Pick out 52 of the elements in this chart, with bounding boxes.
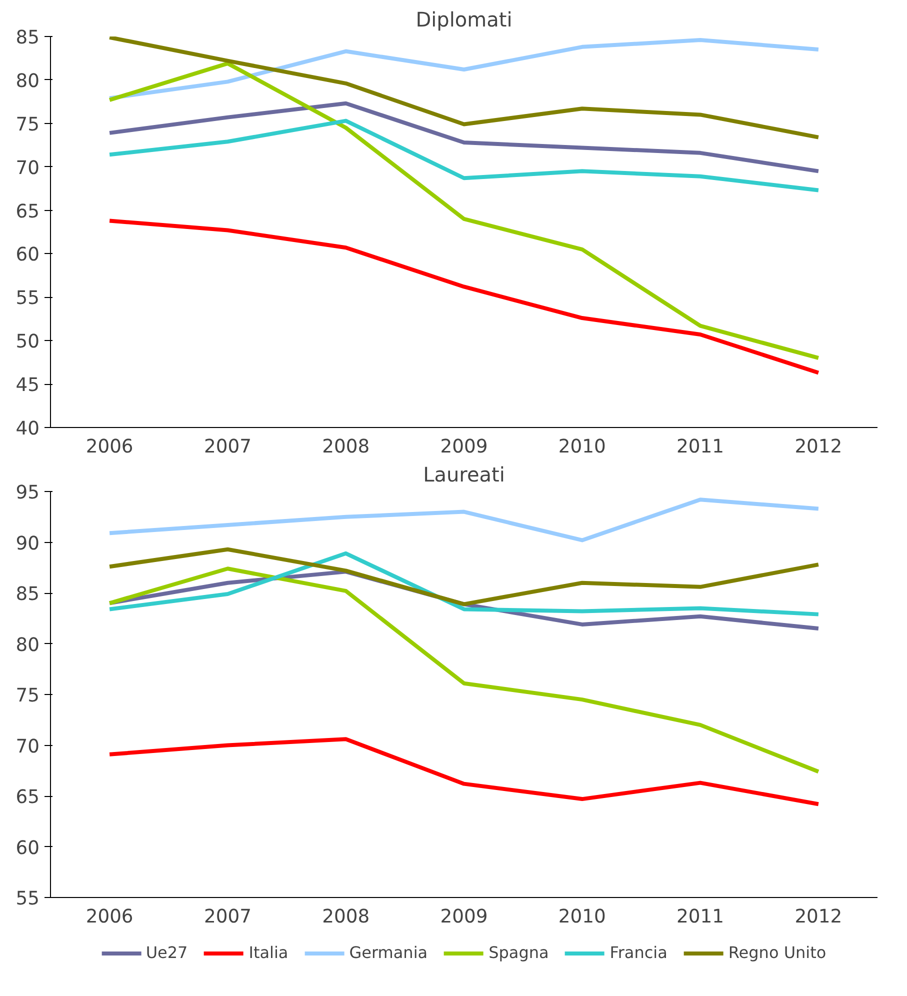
line-series xyxy=(108,218,820,375)
line-series xyxy=(108,737,820,806)
legend-label: Germania xyxy=(349,943,428,962)
y-tick-label: 85 xyxy=(16,28,40,48)
x-tick-label: 2008 xyxy=(322,906,370,928)
chart-title: Laureati xyxy=(423,462,505,486)
x-tick-label: 2009 xyxy=(440,436,488,458)
legend-label: Spagna xyxy=(488,943,549,962)
line-series xyxy=(108,38,820,100)
line-series xyxy=(108,547,820,606)
legend-label: Italia xyxy=(248,943,288,962)
x-tick-label: 2006 xyxy=(86,906,134,928)
y-tick-label: 65 xyxy=(16,201,40,222)
y-tick-label: 95 xyxy=(16,482,40,504)
x-tick-label: 2012 xyxy=(794,436,842,458)
y-tick-label: 80 xyxy=(16,634,40,656)
x-tick-label: 2007 xyxy=(204,436,252,458)
x-tick-label: 2012 xyxy=(794,906,842,928)
y-tick-label: 50 xyxy=(16,332,40,353)
y-tick-label: 70 xyxy=(16,158,40,179)
y-tick-label: 80 xyxy=(16,70,40,92)
line-series xyxy=(108,118,820,192)
legend-label: Francia xyxy=(610,943,668,962)
y-tick-label: 90 xyxy=(16,533,40,554)
x-tick-label: 2008 xyxy=(322,436,370,458)
x-tick-label: 2006 xyxy=(86,436,134,458)
y-tick-label: 55 xyxy=(16,288,40,310)
line-series xyxy=(108,498,820,542)
x-tick-label: 2011 xyxy=(676,436,724,458)
y-tick-label: 55 xyxy=(16,888,40,910)
y-tick-label: 75 xyxy=(16,114,40,136)
line-series xyxy=(108,566,820,774)
x-tick-label: 2009 xyxy=(440,906,488,928)
y-tick-label: 45 xyxy=(16,375,40,396)
legend-label: Ue27 xyxy=(146,943,188,962)
y-tick-label: 60 xyxy=(16,838,40,859)
x-tick-label: 2010 xyxy=(558,436,606,458)
y-tick-label: 40 xyxy=(16,418,40,440)
legend-label: Regno Unito xyxy=(728,943,826,962)
y-tick-label: 85 xyxy=(16,584,40,605)
x-tick-label: 2010 xyxy=(558,906,606,928)
y-tick-label: 65 xyxy=(16,787,40,808)
line-series xyxy=(108,61,820,360)
line-series xyxy=(108,101,820,174)
y-tick-label: 75 xyxy=(16,686,40,706)
y-tick-label: 60 xyxy=(16,244,40,266)
line-series xyxy=(108,36,820,140)
line-series xyxy=(108,551,820,616)
x-tick-label: 2007 xyxy=(204,906,252,928)
x-tick-label: 2011 xyxy=(676,906,724,928)
y-tick-label: 70 xyxy=(16,736,40,758)
chart-title: Diplomati xyxy=(416,8,512,32)
